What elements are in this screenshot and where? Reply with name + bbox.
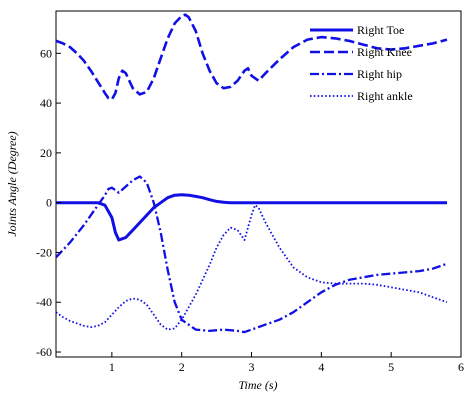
x-tick-label: 5: [388, 360, 394, 374]
series-line-right-ankle: [55, 204, 448, 331]
legend: Right Toe Right Knee Right hip Right ankle: [310, 23, 413, 103]
tick-layer: 1 2 3 4 5 6 -60 -40 -20 0 20 40 60: [36, 46, 464, 374]
y-tick-label: 60: [40, 46, 52, 60]
legend-label: Right ankle: [357, 89, 413, 103]
series-line-right-hip: [55, 175, 448, 334]
legend-label: Right hip: [357, 67, 402, 81]
series-line-right-toe: [56, 193, 447, 242]
y-tick-label: 0: [46, 196, 52, 210]
y-axis-title: Joints Angle (Degree): [5, 131, 19, 236]
plot-frame: [55, 10, 462, 358]
series-layer: [55, 13, 448, 334]
y-tick-label: 20: [40, 146, 52, 160]
x-tick-label: 4: [318, 360, 324, 374]
legend-label: Right Toe: [357, 23, 404, 37]
y-tick-label: -60: [36, 345, 52, 359]
x-tick-label: 3: [249, 360, 255, 374]
x-tick-label: 1: [109, 360, 115, 374]
x-tick-label: 6: [458, 360, 464, 374]
series-line-right-knee: [55, 13, 448, 101]
legend-label: Right Knee: [357, 45, 412, 59]
y-tick-label: -20: [36, 245, 52, 259]
y-tick-label: -40: [36, 295, 52, 309]
y-tick-label: 40: [40, 96, 52, 110]
x-axis-title: Time (s): [239, 378, 278, 392]
x-tick-label: 2: [179, 360, 185, 374]
